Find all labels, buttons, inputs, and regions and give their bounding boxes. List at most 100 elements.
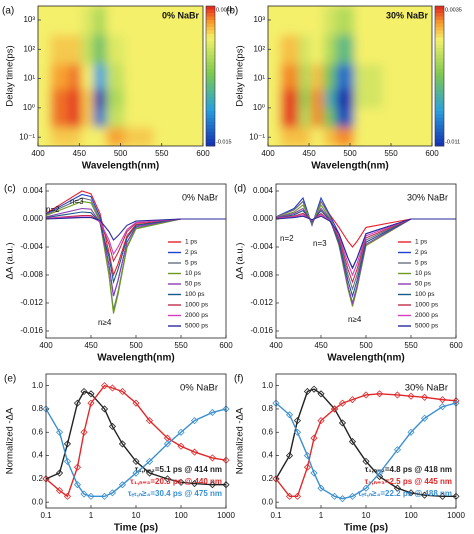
- data-point: [285, 411, 294, 419]
- heatmap-cell: [38, 6, 51, 36]
- data-point: [348, 438, 357, 446]
- colorbar-strip: [206, 65, 215, 70]
- y-tick-label: 0.4: [262, 451, 274, 460]
- spectrum-line: [275, 207, 456, 306]
- colorbar-strip: [206, 48, 215, 52]
- fit-line: [45, 390, 226, 486]
- data-point: [407, 428, 415, 436]
- colorbar-label: 0.0035: [445, 7, 462, 13]
- x-axis-label: Wavelength(nm): [82, 161, 159, 172]
- colorbar-strip: [206, 100, 215, 105]
- colorbar-strip: [206, 9, 215, 14]
- data-point: [303, 451, 312, 460]
- heatmap-cell: [298, 88, 312, 109]
- data-point: [362, 484, 370, 492]
- heatmap-cell: [280, 107, 300, 128]
- heatmap-cell: [298, 63, 312, 90]
- heatmap-cell: [124, 107, 154, 128]
- x-tick-label: 1: [319, 511, 324, 520]
- y-tick-label: 0.000: [253, 214, 274, 223]
- heatmap-cell: [153, 107, 187, 128]
- colorbar-strip: [206, 83, 215, 87]
- heatmap-cell: [186, 63, 203, 90]
- heatmap-cell: [268, 88, 281, 109]
- heatmap-cell: [323, 88, 337, 109]
- colorbar-strip: [206, 107, 215, 112]
- x-axis-label: Wavelength(nm): [311, 161, 388, 172]
- data-point: [145, 417, 154, 425]
- x-tick-label: 500: [129, 341, 143, 350]
- data-point: [177, 442, 185, 450]
- heatmap-cell: [298, 126, 312, 146]
- data-point: [118, 387, 127, 396]
- colorbar-strip: [206, 41, 215, 45]
- data-point: [393, 446, 402, 454]
- spectrum-line: [275, 209, 456, 298]
- colorbar-strip: [435, 139, 444, 143]
- fit-line: [275, 402, 457, 500]
- data-point: [163, 475, 172, 483]
- data-point: [132, 457, 140, 465]
- y-axis-label: Normalized -ΔA: [5, 407, 16, 474]
- heatmap-cell: [124, 34, 154, 65]
- data-point: [63, 440, 72, 448]
- heatmap-cell: [50, 63, 70, 90]
- x-tick-label: 450: [314, 341, 328, 350]
- data-point: [438, 403, 447, 411]
- x-tick-label: 100: [404, 511, 418, 520]
- data-point: [310, 385, 318, 393]
- colorbar-strip: [206, 86, 215, 91]
- x-axis-label: Time (ps): [114, 523, 158, 534]
- colorbar-strip: [206, 30, 215, 35]
- annotation: n=3: [313, 239, 327, 248]
- colorbar-strip: [435, 125, 444, 129]
- data-point: [338, 419, 347, 427]
- legend-label: 10 ps: [415, 270, 432, 277]
- heatmap-cell: [81, 63, 95, 90]
- heatmap-cell: [354, 107, 384, 128]
- colorbar-strip: [206, 132, 215, 136]
- heatmap-cell: [323, 126, 337, 146]
- data-point: [362, 391, 370, 399]
- data-point: [338, 495, 347, 503]
- colorbar-strip: [206, 72, 215, 77]
- x-tick-label: 450: [302, 149, 316, 158]
- colorbar-strip: [435, 135, 444, 140]
- heatmap-cell: [186, 34, 203, 65]
- x-axis-label: Wavelength(nm): [97, 353, 174, 364]
- heatmap-cell: [311, 107, 324, 128]
- heatmap-cell: [50, 88, 70, 109]
- colorbar-strip: [435, 100, 444, 105]
- heatmap-cell: [124, 63, 154, 90]
- colorbar-strip: [435, 121, 444, 126]
- data-point: [330, 405, 339, 413]
- colorbar-strip: [206, 76, 215, 80]
- heatmap-cell: [323, 107, 337, 128]
- heatmap-cell: [415, 34, 432, 65]
- y-tick-label: 10¹: [23, 74, 35, 83]
- heatmap-cell: [153, 6, 187, 36]
- spectrum-line: [275, 212, 456, 284]
- y-tick-label: 0.0: [32, 497, 44, 506]
- spectrum-line: [45, 216, 226, 256]
- colorbar-strip: [435, 76, 444, 80]
- colorbar-strip: [206, 79, 215, 84]
- heatmap-cell: [186, 107, 203, 128]
- colorbar-strip: [206, 20, 215, 24]
- data-point: [100, 382, 109, 390]
- data-point: [208, 481, 217, 489]
- data-point: [163, 440, 172, 448]
- data-point: [407, 489, 415, 497]
- colorbar-strip: [206, 111, 215, 115]
- data-point: [285, 451, 294, 460]
- fit-line: [45, 408, 227, 498]
- colorbar-strip: [435, 142, 444, 147]
- heatmap-cell: [354, 63, 384, 90]
- colorbar-strip: [206, 55, 215, 59]
- heatmap-cell: [280, 63, 300, 90]
- x-tick-label: 400: [31, 149, 45, 158]
- x-tick-label: 0.1: [270, 511, 282, 520]
- legend-label: 1000 ps: [185, 302, 209, 309]
- heatmap-cell: [68, 6, 82, 36]
- data-point: [190, 417, 199, 425]
